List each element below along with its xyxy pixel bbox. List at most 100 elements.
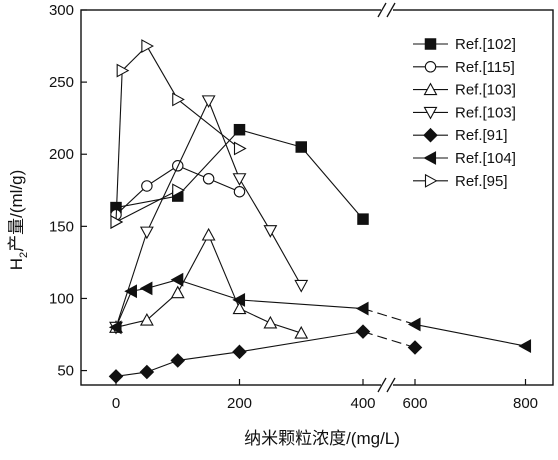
legend-label: Ref.[103] (455, 104, 516, 121)
data-point (108, 369, 124, 384)
data-point (170, 285, 185, 299)
data-point (139, 226, 154, 240)
data-point (407, 340, 423, 355)
y-tick-label: 100 (49, 290, 74, 307)
series-7 (110, 183, 185, 229)
series-line-segment (362, 308, 416, 325)
legend-label: Ref.[95] (455, 173, 508, 190)
data-point (233, 123, 246, 136)
data-point (294, 279, 309, 293)
series-5 (108, 272, 532, 353)
series-line-segment (146, 45, 179, 100)
legend-entry: Ref.[104] (413, 150, 516, 167)
legend-label: Ref.[115] (455, 59, 515, 76)
legend-label: Ref.[102] (455, 36, 516, 53)
series-line-segment (177, 129, 240, 197)
series-line-segment (208, 100, 241, 179)
data-point (357, 213, 369, 225)
data-point (407, 317, 421, 332)
data-point (170, 353, 186, 368)
y-axis-title-subscript: 2 (18, 252, 30, 258)
data-point (232, 173, 247, 186)
series-line-segment (239, 178, 271, 231)
series-line-segment (269, 230, 302, 286)
data-point (518, 339, 532, 353)
legend-entry: Ref.[115] (413, 59, 515, 76)
series-line-segment (239, 299, 364, 310)
series-line-segment (177, 98, 240, 149)
y-axis-title: H2产量/(ml/g) (7, 170, 30, 271)
data-point (263, 225, 278, 238)
data-point (172, 183, 185, 198)
series-line-segment (115, 189, 179, 223)
data-point (139, 312, 154, 326)
y-axis-title-main: H (7, 258, 26, 270)
data-point (201, 227, 216, 241)
series-layer (108, 39, 532, 384)
data-point (232, 292, 246, 307)
legend-entry: Ref.[91] (413, 127, 508, 144)
series-line-segment (362, 331, 416, 349)
data-point (295, 141, 307, 153)
legend-marker (423, 82, 438, 96)
series-line-segment (177, 351, 240, 362)
series-line-segment (115, 231, 148, 328)
data-point (108, 320, 122, 335)
series-3 (109, 95, 309, 335)
axis-break-gap-top (381, 7, 393, 13)
y-tick-label: 250 (49, 74, 74, 91)
legend-marker (424, 61, 437, 73)
series-line-segment (208, 234, 241, 309)
axis-break-slash-bottom (386, 377, 396, 393)
x-tick-label: 800 (513, 395, 538, 412)
data-point (233, 141, 247, 156)
data-point (110, 215, 124, 229)
data-point (139, 364, 155, 380)
data-point (141, 39, 155, 53)
legend-label: Ref.[103] (455, 82, 516, 99)
legend-marker (424, 38, 437, 50)
data-point (170, 272, 184, 287)
legend-label: Ref.[104] (455, 150, 516, 167)
series-line-segment (177, 279, 240, 301)
series-line-segment (146, 100, 210, 233)
legend-entry: Ref.[102] (413, 36, 516, 53)
data-point (263, 315, 278, 329)
data-point (355, 324, 371, 339)
series-line-segment (115, 70, 123, 223)
x-axis-title: 纳米颗粒浓度/(mg/L) (244, 429, 400, 448)
legend-entry: Ref.[103] (413, 104, 516, 121)
x-tick-label: 600 (402, 395, 427, 412)
data-point (232, 301, 247, 315)
series-2 (109, 227, 309, 339)
axis-break-slash-top (386, 2, 396, 18)
y-tick-label: 200 (49, 146, 74, 163)
series-line-segment (300, 146, 364, 220)
series-line-segment (115, 185, 148, 216)
series-line-segment (146, 165, 179, 187)
legend-label: Ref.[91] (455, 127, 508, 144)
y-tick-label: 50 (57, 363, 74, 380)
data-point (141, 180, 153, 192)
data-point (294, 325, 309, 339)
data-point (233, 185, 246, 198)
series-line-segment (239, 331, 364, 353)
y-tick-label: 150 (49, 218, 74, 235)
plot-frame (80, 9, 554, 386)
series-line-segment (115, 291, 132, 328)
axis-break-gap-bottom (381, 382, 393, 388)
y-axis-title-rest: 产量/(ml/g) (7, 170, 26, 252)
legend-entry: Ref.[103] (413, 82, 516, 99)
legend-marker (423, 106, 438, 120)
legend: Ref.[102] Ref.[115] Ref.[103] Ref.[103] Ref.… (413, 36, 516, 190)
data-point (201, 95, 216, 109)
data-point (355, 301, 369, 316)
x-tick-label: 0 (112, 395, 120, 412)
axis-break-slash-top (377, 2, 387, 18)
data-point (139, 281, 153, 296)
axis-break-slash-bottom (377, 377, 387, 393)
y-tick-label: 300 (49, 2, 74, 19)
series-4 (108, 324, 423, 384)
